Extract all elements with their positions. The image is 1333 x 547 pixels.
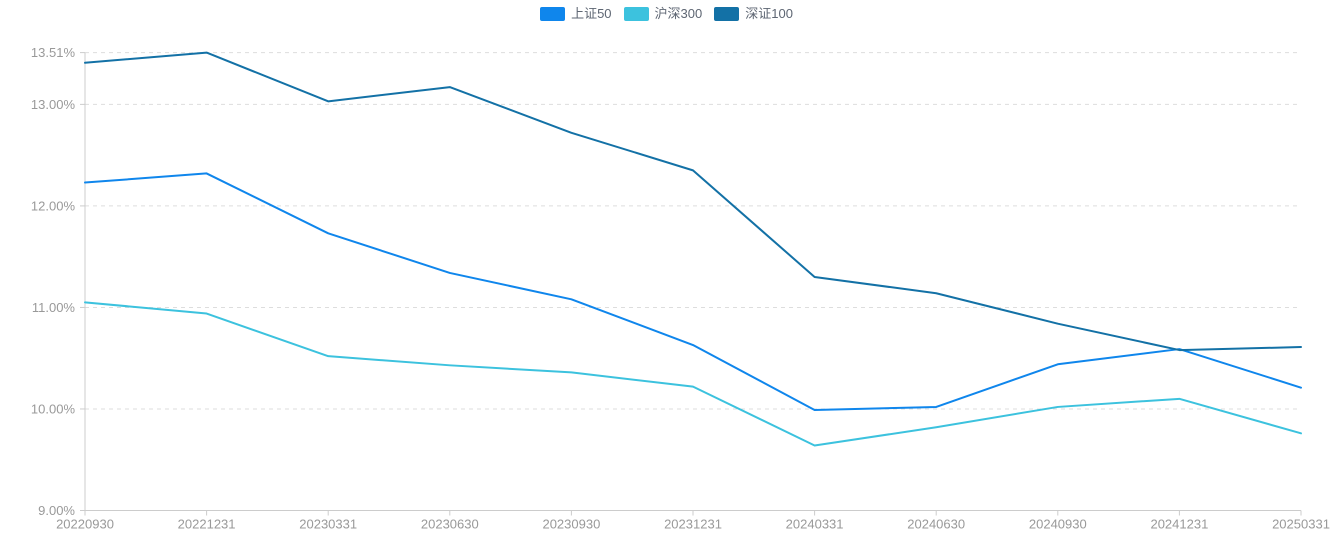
legend-item-0[interactable]: 上证50 (540, 6, 612, 21)
legend-item-2[interactable]: 深证100 (714, 7, 793, 21)
y-axis-label: 10.00% (31, 401, 76, 416)
x-axis-label: 20230930 (542, 517, 600, 532)
x-axis-label: 20240630 (907, 517, 965, 532)
legend-label: 沪深300 (654, 6, 703, 21)
x-axis-label: 20240331 (786, 517, 844, 532)
x-axis-label: 20230630 (421, 517, 479, 532)
chart-legend: 上证50 沪深300 深证100 (0, 5, 1333, 23)
y-axis-label: 11.00% (32, 300, 76, 315)
x-axis-label: 20231231 (664, 517, 722, 532)
legend-swatch-icon (714, 7, 740, 21)
x-axis-label: 20241231 (1150, 517, 1208, 532)
series-line-2 (84, 51, 1302, 352)
legend-swatch-icon (623, 7, 649, 21)
x-axis-label: 20221231 (178, 517, 236, 532)
y-axis-label: 12.00% (31, 198, 76, 213)
x-axis-label: 20240930 (1029, 517, 1087, 532)
y-axis-label: 13.51% (31, 45, 76, 60)
legend-item-1[interactable]: 沪深300 (623, 6, 703, 21)
x-axis-label: 20230331 (299, 517, 357, 532)
x-axis-label: 20250331 (1272, 517, 1330, 532)
x-axis-label: 20220930 (56, 517, 114, 532)
y-axis-label: 13.00% (31, 97, 76, 112)
series-line-0 (84, 172, 1302, 411)
y-axis-label: 9.00% (38, 503, 75, 518)
legend-label: 深证100 (745, 6, 793, 21)
legend-label: 上证50 (571, 6, 612, 21)
series-line-1 (84, 301, 1302, 447)
legend-swatch-icon (540, 7, 566, 21)
